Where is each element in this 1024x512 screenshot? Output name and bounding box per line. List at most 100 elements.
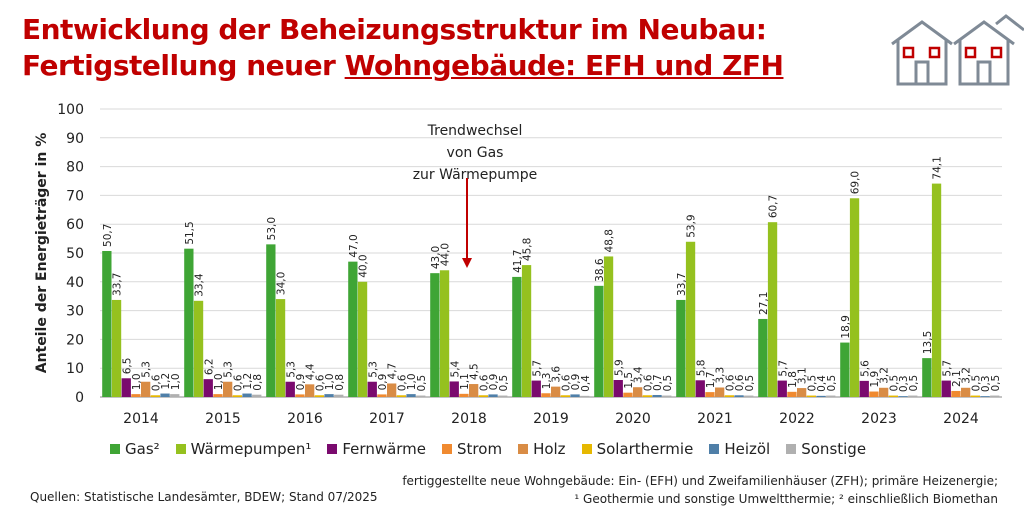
x-tick-label: 2020 bbox=[615, 411, 651, 427]
data-label: 1,0 bbox=[131, 373, 143, 390]
data-label: 47,0 bbox=[348, 234, 360, 257]
bar bbox=[406, 394, 416, 397]
data-label: 6,2 bbox=[203, 358, 215, 375]
bar bbox=[787, 391, 797, 397]
bar bbox=[806, 395, 816, 397]
data-label: 13,5 bbox=[922, 331, 934, 354]
bar bbox=[613, 380, 623, 397]
bar bbox=[498, 395, 508, 397]
bar bbox=[266, 244, 276, 397]
legend-item: Sonstige bbox=[786, 440, 866, 458]
legend-label: Strom bbox=[457, 440, 503, 458]
bar bbox=[367, 381, 377, 397]
data-label: 3,2 bbox=[879, 367, 891, 384]
data-label: 5,3 bbox=[367, 361, 379, 378]
bar bbox=[430, 273, 440, 397]
data-label: 18,9 bbox=[840, 315, 852, 338]
bar bbox=[160, 393, 170, 397]
data-label: 3,6 bbox=[551, 366, 563, 383]
x-tick-label: 2022 bbox=[779, 411, 815, 427]
bar bbox=[203, 379, 213, 397]
data-label: 5,6 bbox=[859, 360, 871, 377]
bar bbox=[531, 380, 541, 397]
x-tick-label: 2017 bbox=[369, 411, 405, 427]
legend-item: Solarthermie bbox=[581, 440, 694, 458]
y-tick-label: 100 bbox=[57, 102, 84, 118]
annotation-text: zur Wärmepumpe bbox=[413, 167, 538, 183]
bar bbox=[580, 395, 590, 397]
bar bbox=[724, 395, 734, 397]
data-label: 0,5 bbox=[826, 375, 838, 392]
x-tick-label: 2016 bbox=[287, 411, 323, 427]
bar bbox=[859, 380, 869, 397]
data-label: 74,1 bbox=[932, 156, 944, 179]
bar bbox=[478, 395, 488, 397]
bar bbox=[170, 394, 180, 397]
bar bbox=[324, 394, 334, 397]
data-label: 50,7 bbox=[102, 224, 114, 247]
data-label: 0,3 bbox=[898, 375, 910, 392]
bar bbox=[908, 395, 918, 397]
y-tick-label: 50 bbox=[66, 246, 84, 262]
legend-label: Gas² bbox=[125, 440, 160, 458]
bar bbox=[623, 392, 633, 397]
bar bbox=[767, 222, 778, 397]
data-label: 43,0 bbox=[430, 246, 442, 269]
bar bbox=[416, 395, 426, 397]
data-label: 0,9 bbox=[570, 374, 582, 391]
title-prefix: Fertigstellung neuer bbox=[22, 49, 345, 82]
bar bbox=[131, 394, 141, 397]
bar bbox=[951, 390, 961, 397]
data-label: 0,3 bbox=[980, 375, 992, 392]
y-tick-label: 20 bbox=[66, 332, 84, 348]
bar bbox=[734, 395, 744, 397]
data-label: 0,6 bbox=[314, 374, 326, 391]
bar bbox=[305, 384, 315, 397]
legend-swatch bbox=[581, 444, 592, 454]
data-label: 5,7 bbox=[941, 360, 953, 377]
legend-item: Heizöl bbox=[709, 440, 770, 458]
data-label: 34,0 bbox=[276, 272, 288, 295]
data-label: 1,0 bbox=[170, 373, 182, 390]
legend-swatch bbox=[327, 444, 338, 454]
bar bbox=[797, 388, 807, 397]
data-label: 60,7 bbox=[768, 195, 780, 218]
data-label: 0,6 bbox=[150, 374, 162, 391]
arrow-head-icon bbox=[462, 258, 472, 268]
legend-label: Solarthermie bbox=[596, 440, 694, 458]
x-tick-label: 2014 bbox=[123, 411, 159, 427]
data-label: 53,0 bbox=[266, 217, 278, 240]
data-label: 1,0 bbox=[213, 373, 225, 390]
data-label: 5,4 bbox=[449, 360, 461, 377]
bar bbox=[816, 395, 826, 397]
footnote-2: ¹ Geothermie und sonstige Umweltthermie;… bbox=[574, 492, 998, 506]
bar bbox=[941, 380, 951, 397]
bar bbox=[275, 299, 286, 397]
data-label: 33,7 bbox=[676, 273, 688, 296]
houses-icon bbox=[891, 14, 1024, 86]
bar bbox=[715, 387, 725, 397]
bar bbox=[642, 395, 652, 397]
bar bbox=[521, 265, 532, 397]
bar bbox=[357, 281, 368, 397]
data-label: 5,3 bbox=[285, 361, 297, 378]
y-tick-label: 40 bbox=[66, 275, 84, 291]
footnote-1: fertiggestellte neue Wohngebäude: Ein- (… bbox=[402, 474, 998, 488]
bar bbox=[695, 380, 705, 397]
bar bbox=[121, 378, 131, 397]
bar bbox=[150, 395, 160, 397]
data-label: 0,6 bbox=[478, 374, 490, 391]
x-tick-label: 2018 bbox=[451, 411, 487, 427]
data-label: 0,5 bbox=[744, 375, 756, 392]
legend-label: Holz bbox=[533, 440, 566, 458]
data-label: 45,8 bbox=[522, 238, 534, 261]
data-label: 1,1 bbox=[459, 373, 471, 390]
legend-swatch bbox=[175, 444, 186, 454]
legend: Gas² Wärmepumpen¹ Fernwärme Strom Holz Solart… bbox=[110, 440, 866, 458]
bar bbox=[512, 276, 522, 397]
bar bbox=[931, 183, 942, 397]
bar bbox=[603, 256, 614, 397]
legend-swatch bbox=[709, 444, 720, 454]
bar bbox=[396, 395, 406, 397]
y-axis-label: Anteile der Energieträger in % bbox=[34, 133, 50, 374]
